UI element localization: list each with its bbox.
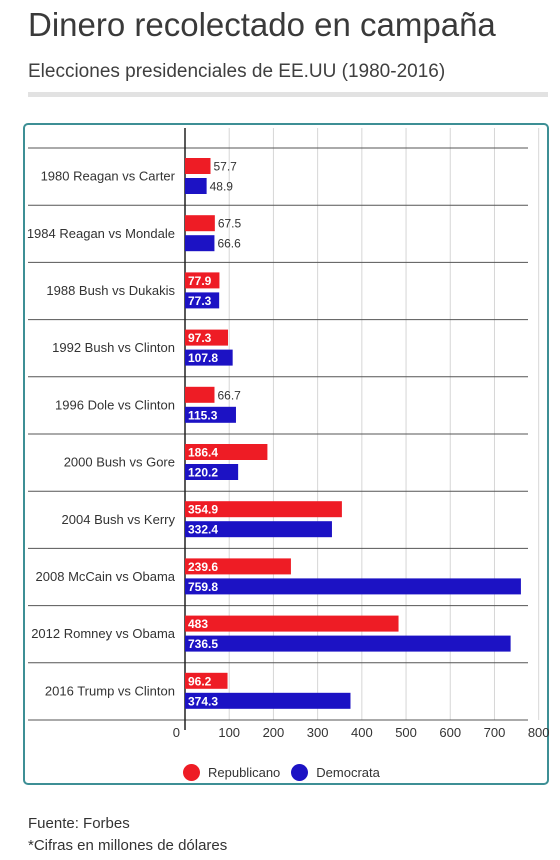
bar-democrata xyxy=(185,292,220,309)
data-label: 67.5 xyxy=(218,217,242,231)
category-label: 2016 Trump vs Clinton xyxy=(45,683,175,698)
legend-swatch-democrata xyxy=(291,763,309,781)
bar-republicano xyxy=(185,215,215,232)
data-label: 239.6 xyxy=(188,560,218,574)
chart-panel xyxy=(23,123,549,785)
legend-swatch-republicano xyxy=(183,763,200,781)
bar-democrata xyxy=(185,692,351,709)
bar-republicano xyxy=(185,272,220,289)
category-label: 2004 Bush vs Kerry xyxy=(62,512,176,527)
legend-item-republicano: Republicano xyxy=(183,763,281,781)
chart-subtitle: Elecciones presidenciales de EE.UU (1980… xyxy=(28,61,446,82)
data-label: 77.9 xyxy=(188,274,212,288)
category-label: 1992 Bush vs Clinton xyxy=(52,340,175,355)
x-tick-label: 100 xyxy=(218,725,240,740)
data-label: 120.2 xyxy=(188,466,218,480)
x-tick-label: 700 xyxy=(484,725,506,740)
data-label: 374.3 xyxy=(188,694,218,708)
bar-republicano xyxy=(185,158,211,174)
category-label: 2012 Romney vs Obama xyxy=(31,626,176,641)
bar-democrata xyxy=(185,349,233,366)
data-label: 77.3 xyxy=(188,294,212,308)
bar-republicano xyxy=(185,615,399,632)
x-tick-label: 200 xyxy=(263,725,285,740)
units-note: *Cifras en millones de dólares xyxy=(28,837,228,854)
data-label: 97.3 xyxy=(188,331,212,345)
bar-democrata xyxy=(185,235,215,252)
bar-democrata xyxy=(185,178,207,194)
data-label: 736.5 xyxy=(188,637,218,651)
bar-democrata xyxy=(185,521,332,538)
bar-republicano xyxy=(185,501,342,518)
legend-label-democrata: Democrata xyxy=(316,764,380,780)
x-tick-label: 600 xyxy=(439,725,461,740)
x-tick-label: 300 xyxy=(307,725,329,740)
bar-republicano xyxy=(185,386,215,403)
data-label: 107.8 xyxy=(188,351,218,365)
data-label: 332.4 xyxy=(188,523,218,537)
bar-republicano xyxy=(185,329,229,346)
data-label: 48.9 xyxy=(210,180,234,194)
data-label: 186.4 xyxy=(188,446,218,460)
bar-republicano xyxy=(185,672,228,689)
category-label: 2008 McCain vs Obama xyxy=(36,569,176,584)
data-label: 57.7 xyxy=(214,160,238,174)
data-label: 483 xyxy=(188,617,208,631)
category-label: 1988 Bush vs Dukakis xyxy=(46,283,175,298)
source-note: Fuente: Forbes xyxy=(28,815,130,832)
data-label: 759.8 xyxy=(188,580,218,594)
category-label: 1984 Reagan vs Mondale xyxy=(27,226,175,241)
data-label: 354.9 xyxy=(188,503,218,517)
data-label: 115.3 xyxy=(188,408,218,422)
bar-democrata xyxy=(185,635,511,652)
x-tick-label: 400 xyxy=(351,725,373,740)
bar-republicano xyxy=(185,558,291,575)
x-tick-label: 0 xyxy=(173,725,180,740)
bar-republicano xyxy=(185,444,268,460)
category-label: 1980 Reagan vs Carter xyxy=(41,169,176,184)
legend-label-republicano: Republicano xyxy=(208,764,281,780)
x-tick-label: 800 xyxy=(528,725,550,740)
data-label: 96.2 xyxy=(188,674,212,688)
category-label: 1996 Dole vs Clinton xyxy=(55,397,175,412)
bar-democrata xyxy=(185,578,521,595)
x-tick-label: 500 xyxy=(395,725,417,740)
chart-legend: Republicano Democrata xyxy=(183,762,391,782)
bar-democrata xyxy=(185,464,239,480)
title-divider xyxy=(28,92,548,97)
legend-item-democrata: Democrata xyxy=(291,763,380,781)
category-label: 2000 Bush vs Gore xyxy=(64,455,175,470)
bar-democrata xyxy=(185,406,236,423)
data-label: 66.6 xyxy=(217,237,241,251)
chart-title: Dinero recolectado en campaña xyxy=(28,6,496,43)
data-label: 66.7 xyxy=(217,388,241,402)
